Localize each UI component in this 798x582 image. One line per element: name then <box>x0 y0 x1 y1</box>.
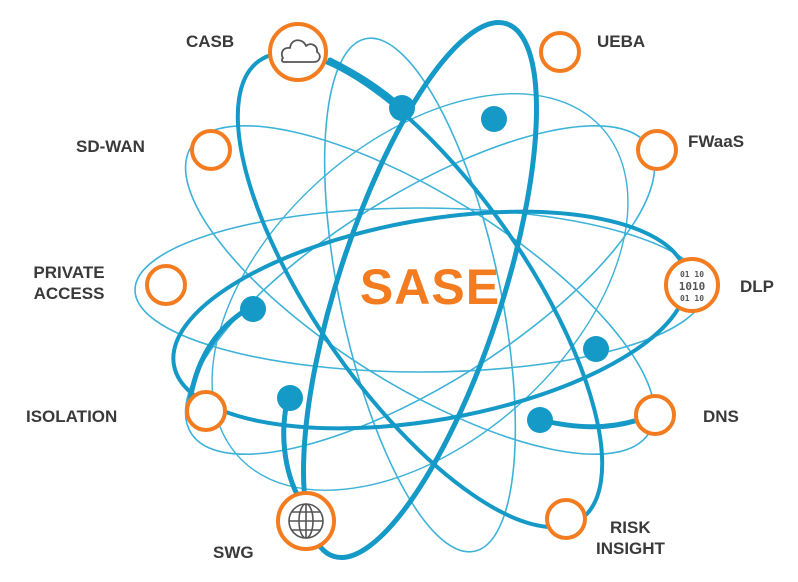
label-dlp: DLP <box>740 277 774 296</box>
label-fwaas: FWaaS <box>688 132 745 151</box>
label-risk-insight: RISK INSIGHT <box>596 517 665 559</box>
svg-text:01 10: 01 10 <box>680 294 704 303</box>
orbit-thin-vertical <box>323 37 517 553</box>
label-private-access: PRIVATE ACCESS <box>26 262 112 304</box>
satellite-dot <box>583 336 609 362</box>
node-ring-dlp <box>664 257 720 313</box>
label-casb: CASB <box>186 32 235 51</box>
label-dns: DNS <box>703 407 739 426</box>
label-risk-insight-line2: INSIGHT <box>596 539 665 558</box>
node-ring-private-access <box>145 264 187 306</box>
satellite-dot <box>481 106 507 132</box>
globe-icon <box>288 503 324 539</box>
orbit-thick-vertical <box>301 20 539 560</box>
node-ring-ueba <box>539 31 581 73</box>
node-ring-isolation <box>185 390 227 432</box>
label-swg: SWG <box>213 543 254 562</box>
cloud-icon <box>280 39 321 63</box>
orbit-thin-wide <box>211 93 629 491</box>
node-ring-risk-insight <box>545 498 587 540</box>
svg-text:01 10: 01 10 <box>680 270 704 279</box>
center-title: SASE <box>359 259 501 315</box>
node-ring-dns <box>634 394 676 436</box>
label-private-access-line2: ACCESS <box>33 284 105 303</box>
label-risk-insight-line1: RISK <box>610 518 651 537</box>
orbit-arc-dns <box>537 417 641 430</box>
label-ueba: UEBA <box>597 32 646 51</box>
svg-text:1010: 1010 <box>679 280 706 293</box>
satellite-dot <box>277 385 303 411</box>
label-isolation: ISOLATION <box>26 407 118 426</box>
label-private-access-line1: PRIVATE <box>33 263 105 282</box>
node-ring-casb <box>268 22 328 82</box>
binary-data-icon: 01 10 1010 01 10 <box>679 270 706 303</box>
node-ring-sdwan <box>190 129 232 171</box>
satellite-dot <box>389 95 415 121</box>
satellite-dot <box>527 407 553 433</box>
satellite-dot <box>240 296 266 322</box>
label-sdwan: SD-WAN <box>76 137 145 156</box>
node-ring-fwaas <box>636 129 678 171</box>
